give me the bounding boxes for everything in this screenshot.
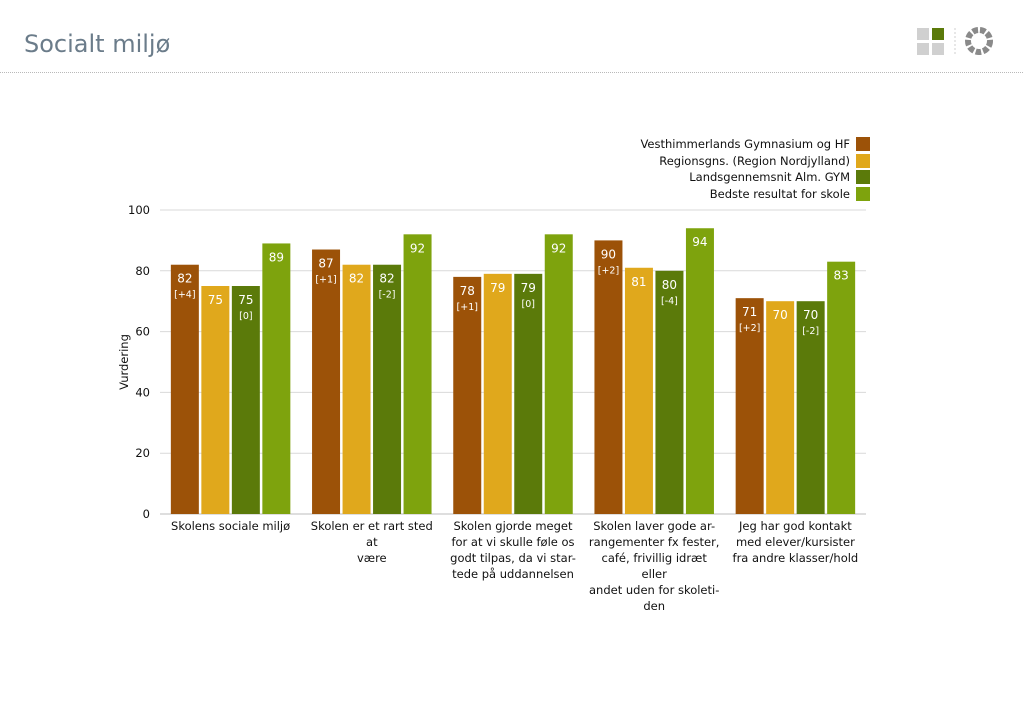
x-category-line: tede på uddannelsen <box>452 567 574 581</box>
data-label: 90 <box>601 247 616 261</box>
x-category-line: Jeg har god kontakt <box>739 519 852 533</box>
x-category-label: Skolens sociale miljø <box>165 518 297 534</box>
data-label: 82 <box>379 272 394 286</box>
change-label: [0] <box>522 299 535 310</box>
legend-item: Vesthimmerlands Gymnasium og HF <box>560 136 870 153</box>
x-category-line: godt tilpas, da vi star- <box>450 551 576 565</box>
x-category-line: andet uden for skoleti- <box>589 583 720 597</box>
change-label: [+2] <box>598 265 619 276</box>
x-category-line: Skolen gjorde meget <box>453 519 573 533</box>
x-category-line: Skolen er et rart sted at <box>310 519 433 549</box>
data-label: 82 <box>177 272 192 286</box>
x-category-line: med elever/kursister <box>735 535 855 549</box>
chart-legend: Vesthimmerlands Gymnasium og HF Regionsgn… <box>560 136 870 202</box>
data-label: 92 <box>551 241 566 255</box>
data-label: 71 <box>742 305 757 319</box>
data-label: 75 <box>238 293 253 307</box>
x-category-label: Skolen er et rart sted at være <box>306 518 438 566</box>
bar <box>624 267 653 514</box>
change-label: [+2] <box>739 323 760 334</box>
legend-label: Vesthimmerlands Gymnasium og HF <box>640 137 850 152</box>
data-label: 94 <box>692 235 707 249</box>
x-category-line: den <box>643 599 666 613</box>
x-category-label: Skolen gjorde meget for at vi skulle føle… <box>447 518 579 582</box>
y-tick-label: 40 <box>135 385 150 399</box>
x-category-line: rangementer fx fester, <box>588 535 720 549</box>
change-label: [-2] <box>379 290 396 301</box>
data-label: 83 <box>834 269 849 283</box>
bar <box>483 273 512 514</box>
x-category-line: Skolen laver gode ar- <box>593 519 716 533</box>
change-label: [-4] <box>661 296 678 307</box>
bar <box>544 234 573 514</box>
header-divider <box>0 72 1023 73</box>
bar <box>735 298 764 514</box>
bar <box>312 249 341 514</box>
change-label: [+1] <box>315 275 336 286</box>
legend-swatch <box>856 137 870 152</box>
bar <box>594 240 623 514</box>
x-category-label: Jeg har god kontakt med elever/kursister f… <box>729 518 861 566</box>
legend-swatch <box>856 153 870 168</box>
change-label: [+1] <box>457 302 478 313</box>
data-label: 79 <box>521 281 536 295</box>
bar <box>514 273 543 514</box>
bar <box>827 261 856 514</box>
x-category-line: for at vi skulle føle os <box>451 535 575 549</box>
x-category-line: café, frivillig idræt eller <box>601 551 707 581</box>
y-tick-label: 60 <box>135 325 150 339</box>
change-label: [0] <box>239 311 252 322</box>
bar <box>262 243 291 514</box>
data-label: 78 <box>460 284 475 298</box>
data-label: 75 <box>208 293 223 307</box>
bar <box>342 264 371 514</box>
y-tick-label: 80 <box>135 264 150 278</box>
ring-logo-icon <box>965 27 993 55</box>
x-category-line: fra andre klasser/hold <box>732 551 859 565</box>
data-label: 81 <box>631 275 646 289</box>
data-label: 70 <box>773 308 788 322</box>
data-label: 80 <box>662 278 677 292</box>
data-label: 92 <box>410 241 425 255</box>
y-tick-label: 0 <box>143 507 150 521</box>
legend-label: Bedste resultat for skole <box>709 186 850 201</box>
data-label: 82 <box>349 272 364 286</box>
bar <box>201 286 230 514</box>
data-label: 89 <box>269 250 284 264</box>
data-label: 79 <box>490 281 505 295</box>
change-label: [+4] <box>174 290 195 301</box>
change-label: [-2] <box>802 326 819 337</box>
x-category-line: være <box>356 551 387 565</box>
x-category-label: Skolen laver gode ar-rangementer fx fest… <box>588 518 720 614</box>
bar <box>766 301 795 514</box>
legend-swatch <box>856 170 870 185</box>
bar <box>373 264 402 514</box>
bar <box>231 286 260 514</box>
bar <box>170 264 199 514</box>
data-label: 70 <box>803 308 818 322</box>
legend-item: Landsgennemsnit Alm. GYM <box>560 169 870 186</box>
legend-item: Bedste resultat for skole <box>560 186 870 203</box>
bar <box>685 228 714 515</box>
bar <box>403 234 432 514</box>
legend-swatch <box>856 186 870 201</box>
bar <box>453 276 482 514</box>
y-tick-label: 100 <box>128 203 150 217</box>
y-axis-label: Vurdering <box>117 334 131 390</box>
bar <box>655 270 684 514</box>
data-label: 87 <box>318 257 333 271</box>
bar <box>796 301 825 514</box>
legend-label: Regionsgns. (Region Nordjylland) <box>659 153 850 168</box>
y-tick-label: 20 <box>135 446 150 460</box>
legend-item: Regionsgns. (Region Nordjylland) <box>560 153 870 170</box>
page-title: Socialt miljø <box>24 30 171 58</box>
x-category-line: Skolens sociale miljø <box>171 519 291 533</box>
legend-label: Landsgennemsnit Alm. GYM <box>689 170 850 185</box>
grid-logo-icon <box>917 27 993 56</box>
